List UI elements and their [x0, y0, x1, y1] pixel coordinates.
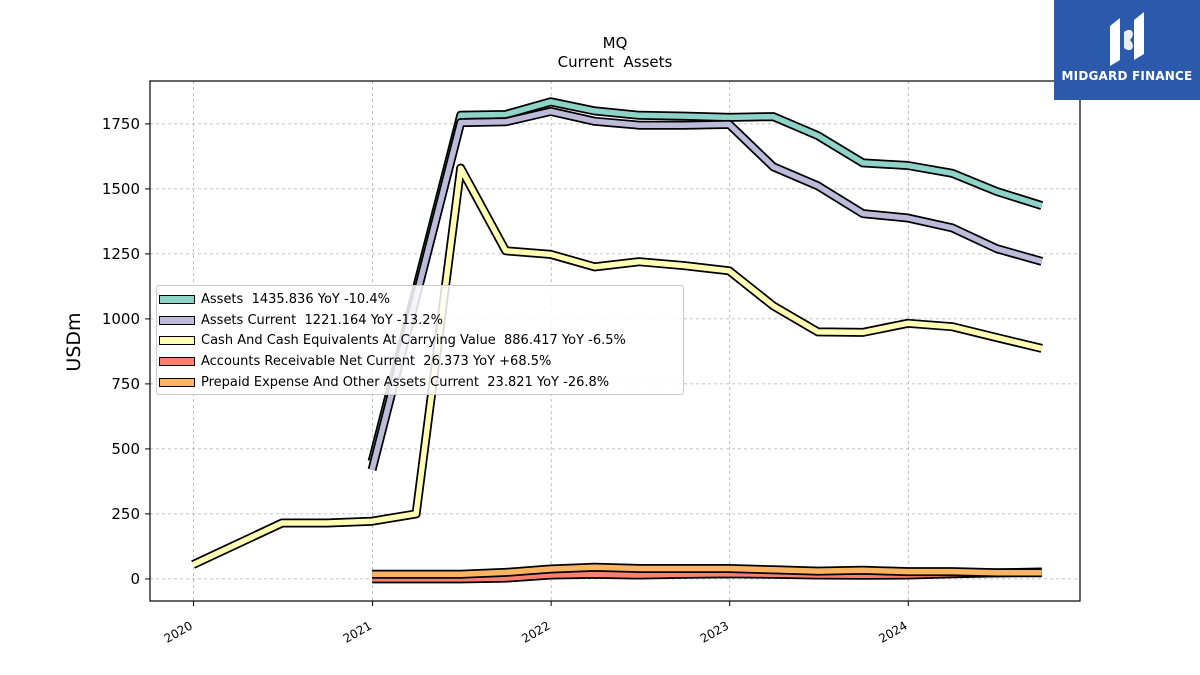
y-axis-label: USDm	[63, 312, 85, 371]
brand-name: MIDGARD FINANCE	[1061, 69, 1193, 83]
legend-swatch-receivables	[159, 357, 195, 367]
y-tick-label: 750	[111, 375, 140, 393]
legend-item: Accounts Receivable Net Current 26.373 Y…	[157, 351, 683, 372]
legend-item: Assets 1435.836 YoY -10.4%	[157, 289, 683, 310]
series-line-cash-and-cash-equivalents-at-carrying-value	[191, 165, 1043, 568]
y-tick-label: 1500	[102, 180, 140, 198]
legend-label-assets: Assets 1435.836 YoY -10.4%	[201, 291, 390, 307]
brand-mark-icon	[1110, 12, 1144, 66]
legend-item: Cash And Cash Equivalents At Carrying Va…	[157, 331, 683, 352]
y-tick-label: 0	[130, 570, 140, 588]
x-tick-label: 2022	[519, 618, 552, 645]
series-line-assets	[369, 99, 1043, 463]
x-tick-label: 2024	[876, 618, 909, 645]
y-tick-label: 250	[111, 505, 140, 523]
plot-frame	[149, 80, 1081, 602]
x-tick-label: 2020	[162, 618, 195, 645]
legend-label-cash: Cash And Cash Equivalents At Carrying Va…	[201, 333, 626, 349]
y-tick-label: 1250	[102, 245, 140, 263]
legend-swatch-assets	[159, 294, 195, 304]
chart-subtitle: Current Assets	[558, 53, 673, 71]
series-outline-assets	[367, 97, 1044, 463]
chart-title: MQ	[603, 34, 628, 52]
legend-swatch-prepaid	[159, 378, 195, 388]
y-tick-label: 1750	[102, 115, 140, 133]
legend: Assets 1435.836 YoY -10.4% Assets Curren…	[156, 285, 684, 395]
legend-label-assets-current: Assets Current 1221.164 YoY -13.2%	[201, 312, 443, 328]
legend-label-receivables: Accounts Receivable Net Current 26.373 Y…	[201, 354, 552, 370]
brand-logo: MIDGARD FINANCE	[1054, 0, 1200, 100]
legend-swatch-assets-current	[159, 315, 195, 325]
series-line-prepaid-expense-and-other-assets-current	[372, 564, 1042, 577]
y-tick-label: 1000	[102, 310, 140, 328]
legend-item: Assets Current 1221.164 YoY -13.2%	[157, 310, 683, 331]
y-tick-label: 500	[111, 440, 140, 458]
legend-swatch-cash	[159, 336, 195, 346]
x-tick-label: 2021	[341, 618, 374, 645]
series-lines	[191, 97, 1044, 584]
x-tick-label: 2023	[698, 618, 731, 645]
legend-label-prepaid: Prepaid Expense And Other Assets Current…	[201, 375, 610, 391]
legend-item: Prepaid Expense And Other Assets Current…	[157, 372, 683, 393]
series-line-assets-current	[369, 108, 1043, 471]
